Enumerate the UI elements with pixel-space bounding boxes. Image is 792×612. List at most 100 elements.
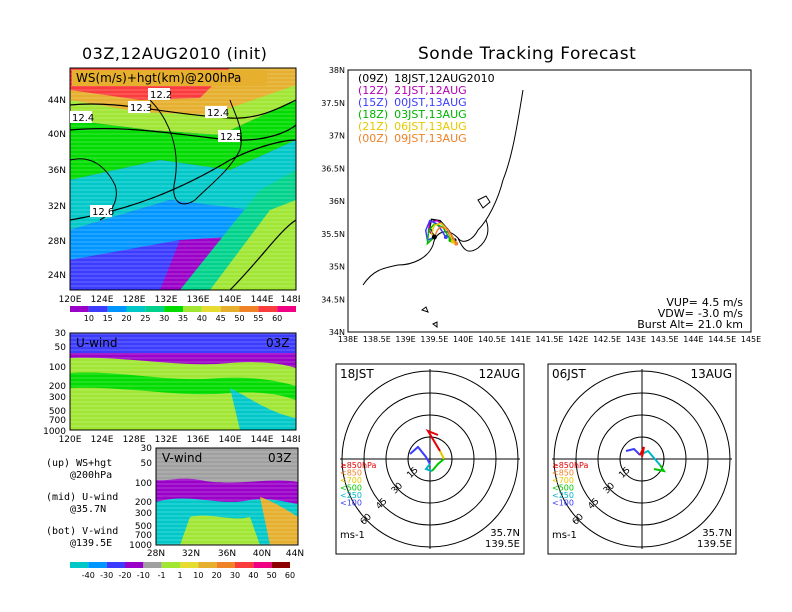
ws-field (70, 68, 296, 290)
lon-tick: 141E (511, 335, 531, 344)
lat-tick: 40N (253, 549, 271, 558)
colorbar-label: -1 (158, 571, 166, 580)
contour-label: 12.2 (150, 90, 172, 101)
p-tick: 30 (55, 329, 67, 339)
hodo-level-label: ≥850hPa (552, 461, 589, 470)
coastline (457, 219, 489, 252)
hodo-level-label: <850 (552, 469, 574, 478)
p-tick: 50 (55, 343, 67, 353)
lat-tick: 44N (48, 96, 66, 106)
hodo-level-label: <700 (340, 476, 362, 485)
launch-legend-1: (12Z) 21JST,12AUG (358, 84, 467, 97)
colorbar-label: 30 (159, 314, 169, 322)
lon-tick: 148E (281, 435, 300, 444)
lon-tick: 140E (219, 295, 242, 305)
colorbar-label: 40 (248, 571, 258, 580)
island (420, 306, 429, 313)
hodo-level-label: <850 (340, 469, 362, 478)
hodo-trace (409, 445, 431, 465)
legend-note-mid: (mid) U-wind @35.7N (46, 492, 119, 515)
colorbar-label: -10 (137, 571, 150, 580)
p-tick: 700 (49, 416, 66, 426)
lon-tick: 140E (219, 435, 242, 444)
launch-legend-5: (00Z) 09JST,13AUG (358, 132, 467, 145)
colorbar-swatch (220, 306, 240, 312)
hodo-level-label: <250 (552, 491, 574, 500)
colorbar-swatch (161, 562, 180, 568)
colorbar-label: 20 (121, 314, 131, 322)
lat-tick: 40N (48, 130, 66, 140)
colorbar-label: 60 (285, 571, 295, 580)
colorbar-swatch (164, 306, 183, 312)
contour-label: 12.5 (220, 132, 242, 143)
legend-note-bot: (bot) V-wind @139.5E (46, 526, 119, 549)
colorbar-label: 10 (84, 314, 94, 322)
contour-label: 12.3 (130, 103, 152, 114)
hodo-trace (653, 464, 667, 473)
ws-frame (69, 67, 297, 291)
lat-tick: 35N (329, 263, 345, 272)
p-tick: 100 (49, 363, 66, 373)
colorbar-swatch (258, 306, 278, 312)
lat-tick: 28N (147, 549, 165, 558)
contour-line (229, 219, 297, 291)
lon-tick: 145E (741, 335, 761, 344)
hodo-units: ms-1 (552, 530, 577, 541)
hodo-trace (424, 463, 433, 472)
launch-point (431, 234, 437, 240)
hodo-level-label: <500 (340, 484, 362, 493)
ws-colorbar: 10 15 20 25 30 35 40 45 50 55 60 (70, 306, 296, 322)
p-tick: 300 (49, 393, 66, 403)
lat-tick: 34N (329, 328, 345, 337)
lat-tick: 36N (218, 549, 236, 558)
colorbar-label: 20 (212, 571, 222, 580)
lon-tick: 144E (683, 335, 703, 344)
p-tick: 50 (141, 459, 153, 469)
lon-tick: 139E (395, 335, 415, 344)
lon-tick: 140.5E (478, 335, 506, 344)
hodo-level-label: <250 (340, 491, 362, 500)
japan-coastline (149, 99, 242, 205)
hodo-date: 12AUG (478, 367, 520, 381)
lon-tick: 144E (251, 435, 274, 444)
island (432, 321, 438, 328)
hodo-time: 18JST (340, 367, 374, 381)
lat-tick: 28N (48, 237, 66, 247)
colorbar-swatch (125, 562, 144, 568)
p-tick: 300 (135, 509, 152, 519)
lon-tick: 124E (91, 295, 114, 305)
hodo-date: 13AUG (690, 367, 732, 381)
colorbar-label: 30 (230, 571, 240, 580)
lon-tick: 136E (187, 295, 210, 305)
lon-tick: 142E (568, 335, 588, 344)
param-vup: VUP= 4.5 m/s (666, 296, 743, 309)
colorbar-swatch (88, 562, 107, 568)
colorbar-label: 50 (267, 571, 277, 580)
launch-legend-0: (09Z) 18JST,12AUG2010 (358, 72, 495, 85)
colorbar-swatch (70, 306, 89, 312)
right-title: Sonde Tracking Forecast (418, 44, 637, 64)
lon-tick: 142.5E (593, 335, 621, 344)
u-wind-label: U-wind (76, 336, 117, 350)
lon-tick: 132E (155, 435, 178, 444)
hodo-level-label: <100 (552, 499, 574, 508)
colorbar-swatch (183, 306, 202, 312)
lon-tick: 138.5E (363, 335, 391, 344)
lon-tick: 140E (453, 335, 473, 344)
hodo-level-label: <100 (340, 499, 362, 508)
v-wind-panel: V-wind 03Z 30 50 100 200 300 500 700 100… (130, 444, 304, 558)
colorbar-label: 15 (103, 314, 113, 322)
hodo-lat: 35.7N (702, 528, 732, 539)
colorbar-swatch (201, 306, 221, 312)
u-wind-time: 03Z (266, 336, 290, 350)
launch-legend-2: (15Z) 00JST,13AUG (358, 96, 467, 109)
hodo-trace (439, 450, 445, 460)
lon-tick: 128E (123, 295, 146, 305)
contour-label: 12.4 (72, 113, 94, 124)
ws-label-box (72, 70, 267, 86)
hodo-time: 06JST (552, 367, 586, 381)
lon-tick: 136E (187, 435, 210, 444)
colorbar-label: 25 (140, 314, 150, 322)
v-wind-label: V-wind (162, 451, 202, 465)
